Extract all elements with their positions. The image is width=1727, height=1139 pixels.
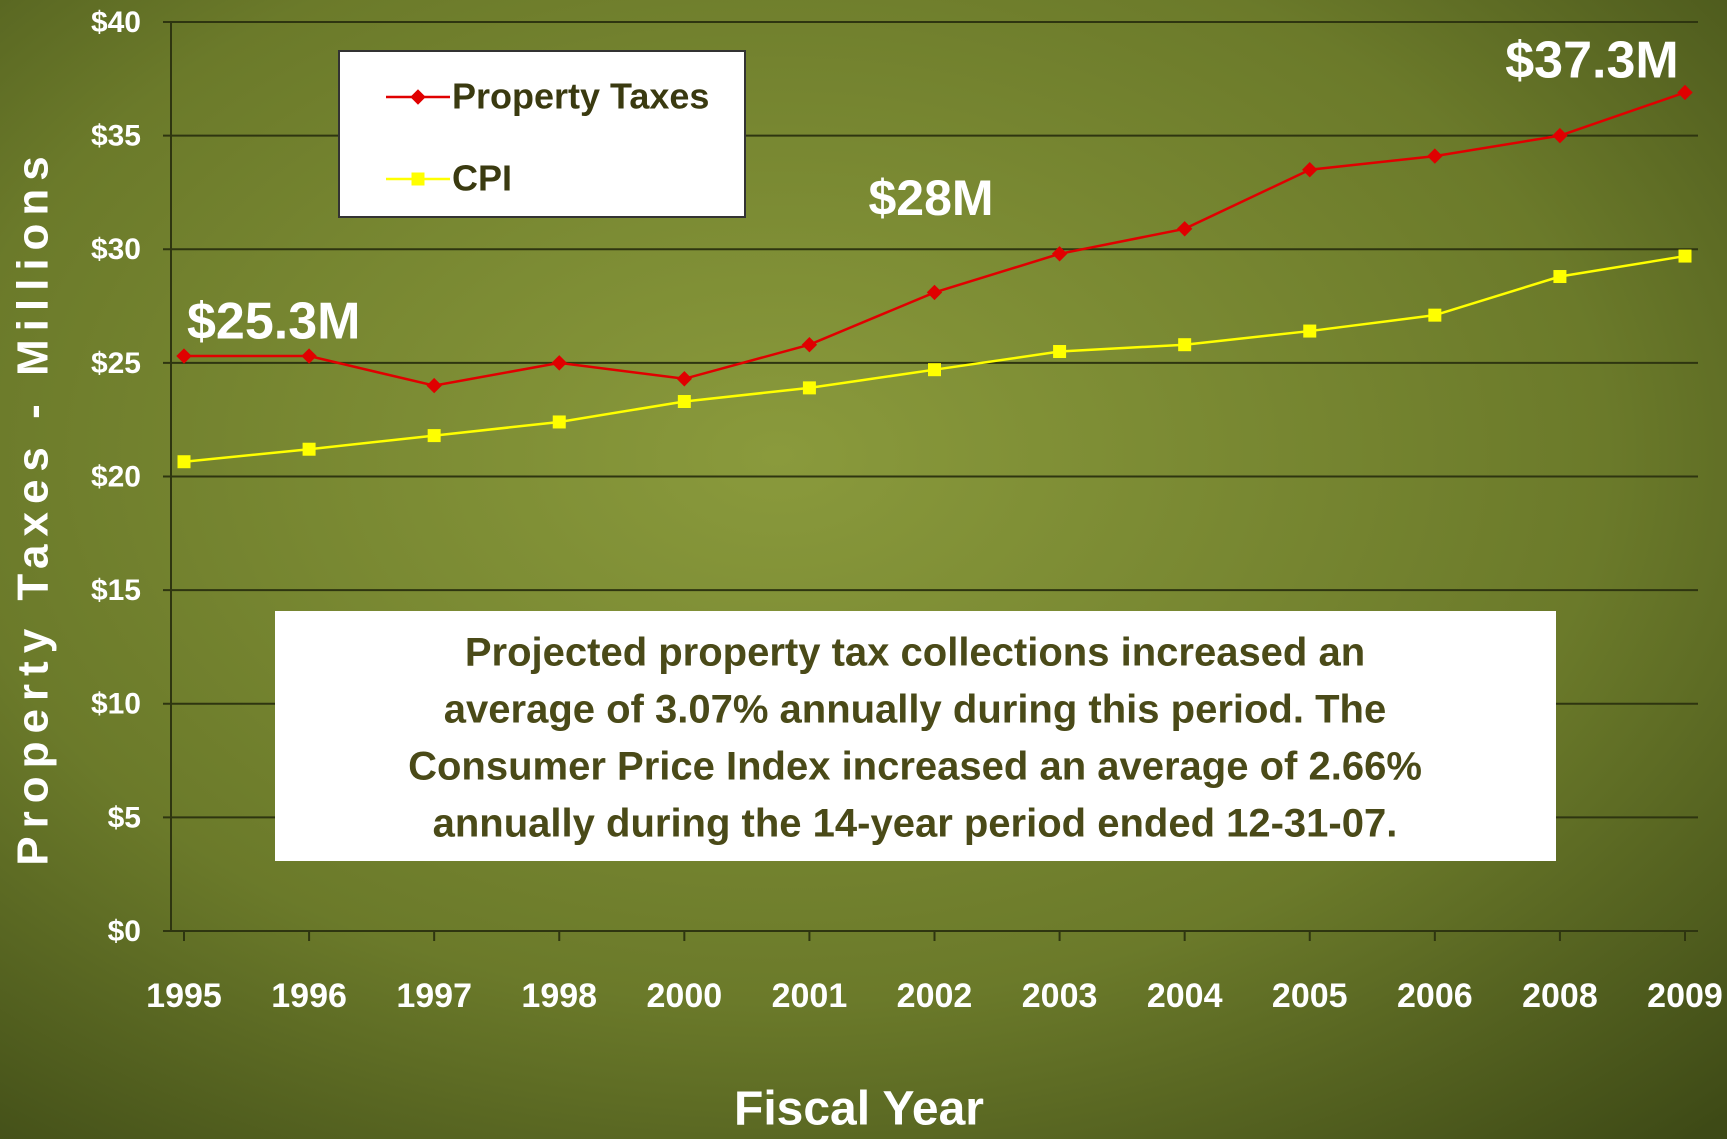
data-point xyxy=(177,455,191,469)
data-point xyxy=(426,377,442,394)
data-point xyxy=(1303,324,1317,338)
data-point xyxy=(176,348,192,364)
data-point xyxy=(552,415,566,429)
data-point xyxy=(301,348,317,364)
data-point xyxy=(926,284,943,301)
legend-label: Property Taxes xyxy=(452,76,709,117)
data-point xyxy=(1302,162,1318,178)
x-tick-label: 2004 xyxy=(1147,977,1223,1015)
y-tick-label: $10 xyxy=(91,688,141,721)
legend-box xyxy=(338,50,746,218)
x-tick-label: 2009 xyxy=(1647,977,1723,1015)
y-tick-label: $15 xyxy=(91,574,141,607)
data-point xyxy=(1178,338,1192,352)
data-point xyxy=(1678,249,1692,263)
data-point xyxy=(1552,127,1568,144)
y-tick-label: $35 xyxy=(91,120,141,153)
y-tick-label: $0 xyxy=(108,915,141,948)
x-tick-label: 2001 xyxy=(772,977,848,1015)
x-tick-label: 2002 xyxy=(897,977,973,1015)
data-point xyxy=(551,355,567,371)
x-tick-label: 1997 xyxy=(396,977,472,1015)
note-text: annually during the 14-year period ended… xyxy=(433,802,1398,846)
x-tick-label: 2003 xyxy=(1022,977,1098,1015)
data-point xyxy=(1428,308,1442,322)
note-text: average of 3.07% annually during this pe… xyxy=(444,688,1386,732)
data-point xyxy=(1053,345,1067,359)
y-tick-label: $20 xyxy=(91,460,141,493)
x-tick-label: 2000 xyxy=(647,977,723,1015)
note-text: Projected property tax collections incre… xyxy=(465,631,1365,675)
data-point xyxy=(302,442,316,456)
x-tick-label: 2006 xyxy=(1397,977,1473,1015)
x-tick-label: 1995 xyxy=(146,977,222,1015)
y-tick-label: $5 xyxy=(108,801,141,834)
note-box xyxy=(275,611,1556,861)
y-tick-label: $40 xyxy=(91,6,141,39)
data-point xyxy=(676,371,693,387)
x-tick-label: 1996 xyxy=(271,977,347,1015)
legend: Property Taxes CPI xyxy=(338,50,746,218)
data-point xyxy=(1677,84,1693,101)
annotation: $25.3M xyxy=(187,293,360,351)
plot-area: $0 $5 $10 $15 $20 $25 $30 $35 $40 1995 1996 1997 199… xyxy=(91,6,1723,1015)
x-axis-label: Fiscal Year xyxy=(734,1083,984,1136)
data-point xyxy=(1176,221,1193,237)
legend-label: CPI xyxy=(452,158,512,199)
note-text: Consumer Price Index increased an averag… xyxy=(408,745,1422,789)
annotation: $37.3M xyxy=(1505,32,1678,90)
data-point xyxy=(1051,246,1068,262)
x-tick-label: 2008 xyxy=(1522,977,1598,1015)
data-point xyxy=(1553,270,1567,284)
y-tick-label: $30 xyxy=(91,233,141,266)
data-point xyxy=(677,395,691,409)
data-point xyxy=(1427,148,1443,164)
legend-marker xyxy=(410,89,426,105)
legend-marker xyxy=(411,172,425,186)
x-tick-label: 2005 xyxy=(1272,977,1348,1015)
data-point xyxy=(802,381,816,395)
y-axis-label: Property Taxes - Millions xyxy=(9,148,58,866)
y-tick-label: $25 xyxy=(91,347,141,380)
x-tick-label: 1998 xyxy=(521,977,597,1015)
annotation: $28M xyxy=(868,170,993,226)
data-point xyxy=(427,429,441,443)
data-point xyxy=(928,363,941,377)
data-point xyxy=(801,336,818,353)
